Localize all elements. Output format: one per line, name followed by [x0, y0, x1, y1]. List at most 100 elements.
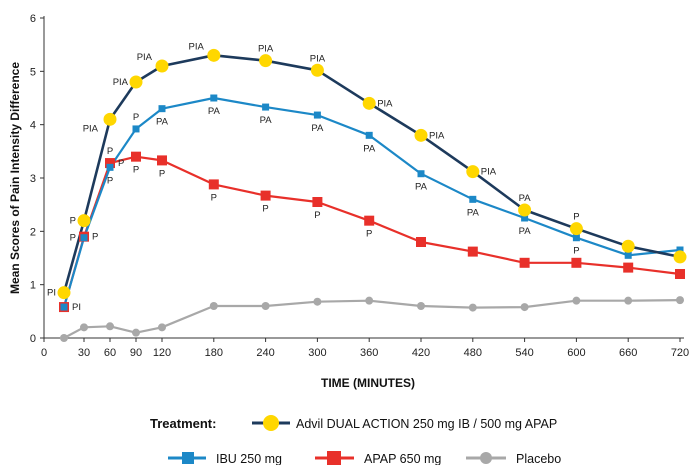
- data-point-ibu: [132, 125, 140, 133]
- annotation-label: P: [211, 192, 217, 203]
- legend-item-ibu: IBU 250 mg: [168, 452, 282, 465]
- x-tick-label: 240: [256, 347, 274, 359]
- y-axis-label: Mean Scores of Pain Intensity Difference: [8, 62, 22, 294]
- annotation-label: PIA: [258, 44, 274, 55]
- legend-label-placebo: Placebo: [516, 452, 561, 465]
- x-tick-label: 360: [360, 347, 378, 359]
- annotation-label: PA: [519, 226, 532, 237]
- x-tick-label: 660: [619, 347, 637, 359]
- data-point-advil: [569, 222, 583, 236]
- data-point-placebo: [624, 296, 633, 305]
- data-point-ibu: [469, 195, 477, 203]
- y-tick-label: 2: [30, 226, 36, 238]
- annotation-label: PA: [311, 123, 324, 134]
- annotation-label: P: [314, 210, 320, 221]
- annotation-label: PIA: [83, 123, 99, 134]
- data-point-ibu: [210, 94, 218, 102]
- data-point-apap: [260, 190, 271, 201]
- x-tick-label: 30: [78, 347, 90, 359]
- y-tick-label: 4: [30, 120, 36, 132]
- data-point-placebo: [106, 322, 114, 331]
- data-point-apap: [675, 269, 685, 279]
- annotation-label: P: [133, 165, 139, 176]
- legend-label-ibu: IBU 250 mg: [216, 452, 282, 465]
- data-point-placebo: [261, 302, 270, 310]
- x-tick-label: 480: [464, 347, 482, 359]
- data-point-apap: [208, 179, 219, 190]
- data-point-apap: [623, 262, 634, 273]
- data-point-advil: [207, 48, 221, 62]
- annotation-label: P: [573, 246, 579, 257]
- annotation-label: PA: [467, 207, 480, 218]
- data-point-advil: [259, 54, 273, 68]
- x-tick-label: 540: [515, 347, 533, 359]
- data-point-apap: [312, 197, 323, 207]
- annotation-label: P: [573, 212, 579, 223]
- annotation-label: P: [118, 158, 124, 169]
- annotation-label: PI: [47, 288, 56, 299]
- legend-item-apap: APAP 650 mg: [315, 451, 441, 465]
- y-tick-label: 6: [30, 13, 36, 25]
- legend-label-apap: APAP 650 mg: [364, 452, 441, 465]
- data-point-advil: [362, 96, 376, 110]
- legend-swatch-marker-placebo: [480, 452, 492, 464]
- x-axis-label: TIME (MINUTES): [321, 376, 415, 390]
- data-point-ibu: [158, 105, 166, 113]
- data-point-apap: [519, 257, 530, 268]
- data-point-placebo: [60, 334, 68, 342]
- data-point-advil: [673, 250, 687, 264]
- x-tick-label: 420: [412, 347, 430, 359]
- y-tick-label: 5: [30, 66, 36, 78]
- series-line-ibu: [62, 96, 681, 308]
- data-point-ibu: [262, 103, 270, 111]
- annotation-label: P: [70, 233, 76, 244]
- data-point-advil: [129, 75, 143, 89]
- data-point-placebo: [417, 302, 425, 310]
- y-tick-label: 3: [30, 173, 36, 185]
- legend-title: Treatment:: [150, 416, 216, 431]
- legend-swatch-marker-ibu: [182, 452, 194, 464]
- data-point-placebo: [80, 323, 88, 332]
- annotation-label: PIA: [310, 53, 326, 64]
- data-point-ibu: [624, 251, 632, 259]
- legend-item-advil: Advil DUAL ACTION 250 mg IB / 500 mg APA…: [252, 415, 557, 431]
- data-point-ibu: [80, 234, 88, 242]
- data-point-advil: [310, 63, 324, 77]
- annotation-label: P: [107, 175, 113, 186]
- x-tick-label: 300: [308, 347, 326, 359]
- data-point-advil: [414, 128, 428, 142]
- data-point-ibu: [60, 303, 68, 311]
- data-point-advil: [621, 239, 635, 253]
- data-point-apap: [467, 246, 478, 257]
- y-tick-label: 0: [30, 333, 36, 345]
- annotation-label: P: [92, 232, 98, 243]
- data-point-apap: [105, 158, 115, 169]
- chart-series-markers: [57, 48, 687, 342]
- data-point-advil: [57, 286, 71, 300]
- data-point-ibu: [417, 170, 425, 178]
- legend-swatch-marker-advil: [263, 415, 279, 431]
- annotation-label: PIA: [481, 167, 497, 178]
- annotation-label: P: [262, 204, 268, 215]
- data-point-placebo: [209, 302, 218, 310]
- annotation-label: PI: [72, 302, 81, 313]
- chart-axes: [43, 16, 684, 339]
- x-tick-label: 0: [41, 347, 47, 359]
- x-tick-label: 120: [153, 347, 171, 359]
- annotation-label: PIA: [188, 41, 204, 52]
- annotation-label: P: [70, 216, 76, 227]
- series-line-advil: [62, 53, 681, 294]
- x-tick-label: 60: [104, 347, 116, 359]
- data-point-apap: [571, 257, 582, 268]
- x-tick-label: 600: [567, 347, 585, 359]
- annotation-label: PA: [208, 106, 221, 117]
- data-point-ibu: [313, 111, 321, 119]
- legend-label-advil: Advil DUAL ACTION 250 mg IB / 500 mg APA…: [296, 417, 557, 431]
- legend: Treatment: Advil DUAL ACTION 250 mg IB /…: [150, 415, 561, 465]
- annotation-label: PIA: [137, 52, 153, 63]
- x-tick-label: 90: [130, 347, 142, 359]
- data-point-apap: [416, 237, 426, 247]
- annotation-label: P: [159, 168, 165, 179]
